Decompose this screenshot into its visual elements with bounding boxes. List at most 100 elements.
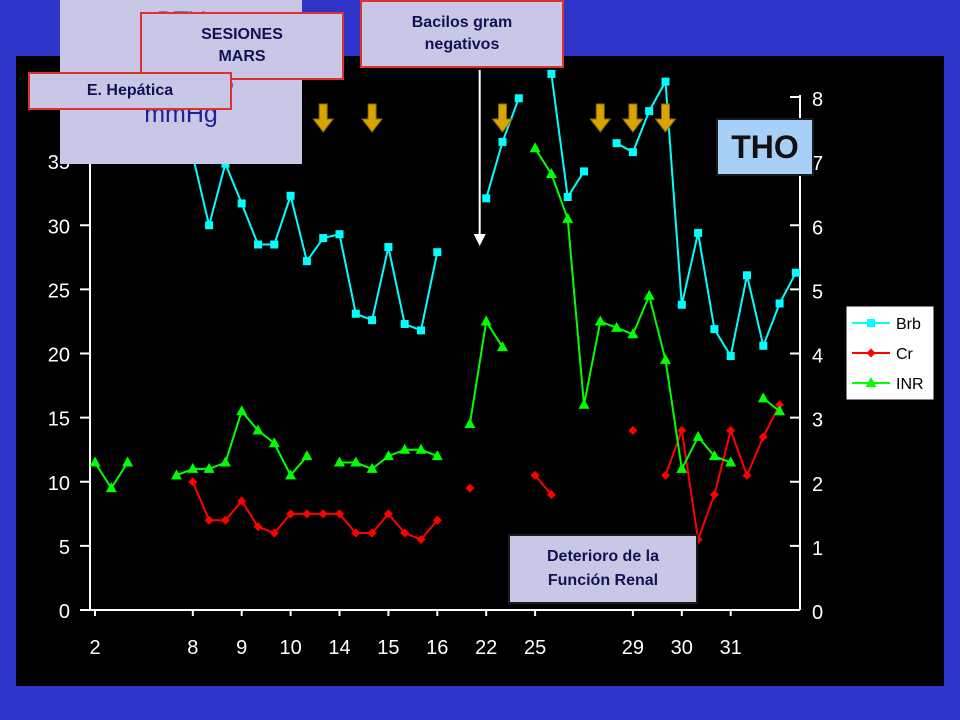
data-point-cr [318, 509, 328, 519]
data-point-brb [791, 268, 800, 277]
x-tick-label: 16 [426, 637, 448, 659]
right-tick-label: 8 [812, 89, 823, 111]
left-tick-label: 20 [48, 345, 70, 367]
data-point-brb [319, 234, 328, 243]
data-point-inr [497, 341, 508, 352]
data-point-inr [366, 462, 378, 473]
left-tick-label: 10 [48, 473, 70, 495]
x-tick-label: 14 [328, 637, 350, 659]
data-point-cr [302, 509, 312, 519]
data-point-cr [383, 509, 393, 519]
data-point-inr [464, 418, 476, 429]
data-point-cr [253, 522, 263, 532]
data-point-inr [203, 462, 215, 473]
data-point-inr [268, 437, 280, 448]
tho-label: THO [716, 118, 814, 176]
data-point-cr [726, 425, 736, 435]
data-point-brb [645, 107, 654, 116]
data-point-inr [89, 456, 101, 467]
deterioro-label: Deterioro de la Función Renal [508, 534, 698, 604]
data-point-cr [269, 528, 279, 538]
legend: Brb Cr INR [845, 305, 935, 401]
data-point-brb [417, 326, 425, 335]
data-point-inr [611, 321, 623, 332]
event-arrows [312, 70, 677, 246]
data-point-inr [562, 212, 574, 223]
data-point-brb [254, 240, 262, 249]
sesiones-line-1: SESIONES [201, 26, 283, 43]
right-tick-label: 4 [812, 346, 823, 368]
data-point-cr [286, 509, 296, 519]
data-point-brb [661, 77, 670, 86]
data-point-brb [400, 320, 409, 329]
data-point-brb [563, 193, 572, 202]
data-point-inr [187, 462, 199, 473]
data-point-inr [660, 353, 671, 364]
data-point-inr [757, 392, 769, 403]
data-point-inr [399, 443, 411, 454]
data-point-inr [105, 482, 117, 493]
data-point-inr [627, 328, 639, 339]
x-tick-label: 31 [720, 637, 742, 659]
data-point-brb [775, 299, 784, 308]
data-point-inr [236, 405, 248, 416]
left-tick-label: 0 [59, 601, 70, 623]
data-point-brb [710, 325, 719, 334]
data-point-inr [578, 398, 590, 409]
left-tick-label: 15 [48, 409, 70, 431]
event-arrow-icon [312, 103, 335, 133]
series-brb [123, 69, 800, 361]
data-point-inr [529, 142, 541, 153]
data-point-brb [302, 257, 311, 266]
data-point-cr [416, 534, 426, 544]
event-arrow-icon [621, 103, 644, 133]
bacilos-arrow-head-icon [473, 234, 486, 246]
data-point-brb [335, 230, 344, 239]
data-point-inr [334, 456, 345, 467]
event-arrow-icon [491, 103, 514, 133]
event-arrow-icon [654, 103, 677, 133]
data-point-cr [351, 528, 361, 538]
data-point-brb [514, 94, 523, 103]
right-tick-label: 1 [812, 538, 823, 560]
series-inr [89, 142, 786, 493]
data-point-brb [759, 341, 768, 350]
data-point-inr [252, 424, 264, 435]
legend-swatch-marker [865, 377, 877, 387]
data-point-cr [335, 509, 344, 519]
data-point-cr [628, 425, 638, 435]
left-tick-label: 25 [48, 280, 70, 302]
data-point-brb [270, 240, 279, 249]
series-layer [89, 69, 800, 544]
data-point-inr [122, 456, 134, 467]
data-point-inr [774, 405, 786, 416]
data-point-brb [694, 228, 703, 237]
data-point-cr [677, 425, 687, 435]
right-tick-label: 5 [812, 281, 823, 303]
data-point-brb [612, 139, 621, 148]
data-point-cr [400, 528, 410, 538]
data-point-cr [432, 515, 442, 525]
data-point-inr [171, 469, 182, 480]
x-tick-label: 29 [622, 637, 644, 659]
data-point-cr [367, 528, 377, 538]
hepatica-label: E. Hepática [28, 72, 232, 110]
x-tick-label: 8 [187, 637, 198, 659]
bacilos-line-2: negativos [424, 36, 500, 53]
right-tick-label: 6 [812, 217, 823, 239]
data-point-cr [530, 470, 540, 480]
data-point-cr [465, 483, 475, 493]
data-point-brb [547, 69, 556, 78]
data-point-cr [188, 477, 198, 487]
x-tick-label: 10 [279, 637, 301, 659]
data-point-brb [237, 199, 246, 208]
data-point-brb [205, 221, 214, 230]
data-point-brb [498, 137, 507, 146]
event-arrow-icon [589, 103, 612, 133]
bacilos-line-1: Bacilos gram [411, 14, 513, 31]
deterioro-line-1: Deterioro de la [546, 548, 660, 565]
data-point-brb [743, 271, 751, 280]
series-line-brb [127, 98, 439, 332]
data-point-cr [775, 400, 785, 410]
data-point-inr [545, 167, 557, 178]
